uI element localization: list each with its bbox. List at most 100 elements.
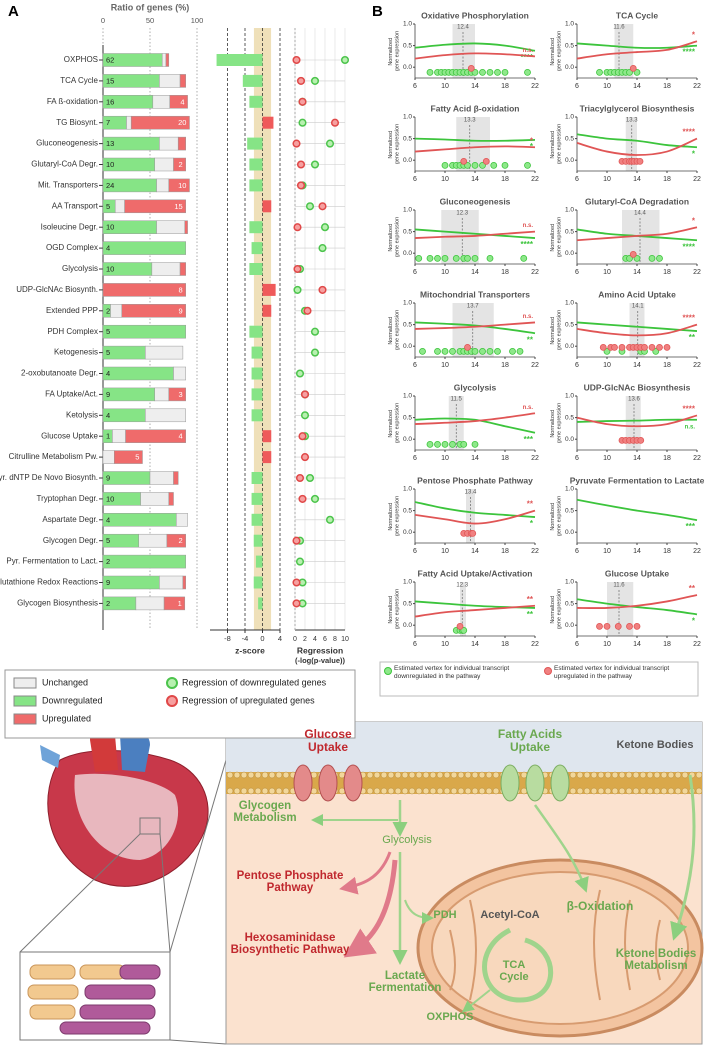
node-label: Ketone Bodies	[616, 740, 693, 751]
bar-segment	[102, 450, 115, 464]
membrane-bead	[240, 787, 248, 795]
y-tick-label: 0.5	[565, 600, 574, 607]
membrane-bead	[436, 787, 444, 795]
bar	[262, 304, 272, 317]
x-tick-label: 22	[693, 641, 701, 648]
bar	[262, 283, 276, 296]
category-label: Ketogenesis	[54, 348, 98, 357]
y-tick-label: 1.0	[565, 21, 574, 28]
bar	[251, 388, 263, 401]
y-tick-label: 0.0	[565, 250, 574, 257]
node-label: Acetyl-CoA	[480, 910, 539, 921]
x-tick-label: -8	[224, 634, 231, 643]
vertex-point	[516, 347, 524, 355]
membrane-bead	[576, 771, 584, 779]
plot-title: Pyruvate Fermentation to Lactate	[570, 475, 705, 485]
membrane-bead	[632, 787, 640, 795]
x-tick-label: 6	[413, 455, 417, 462]
legend-box	[379, 661, 699, 697]
vertex-label: 11.6	[613, 583, 625, 589]
membrane-bead	[457, 771, 465, 779]
membrane-bead	[450, 771, 458, 779]
fit-curve	[414, 501, 536, 518]
count-label: 2	[106, 306, 110, 315]
fit-curve	[414, 412, 536, 425]
node-label: β-Oxidation	[567, 900, 634, 912]
membrane-bead	[492, 787, 500, 795]
category-label: Glycolysis	[62, 264, 98, 273]
count-label: 4	[106, 244, 110, 253]
y-tick-label: 0.0	[565, 529, 574, 536]
vertex-label: 14.1	[632, 304, 644, 310]
node-label: Glucose Uptake	[304, 728, 352, 754]
membrane-bead	[240, 771, 248, 779]
x-tick-label: 4	[313, 636, 317, 643]
x-tick-label: 6	[323, 636, 327, 643]
dot	[310, 327, 320, 336]
y-tick-label: 1.0	[403, 207, 412, 214]
x-tick-label: 14	[471, 641, 479, 648]
y-tick-label: 1.0	[403, 300, 412, 307]
bar	[255, 555, 263, 568]
count-label: 4	[106, 411, 110, 420]
count-label: 15	[106, 76, 114, 85]
plot-title: Pentose Phosphate Pathway	[417, 475, 533, 485]
count-label: 1	[178, 599, 182, 608]
membrane-bead	[576, 787, 584, 795]
y-tick-label: 1.0	[403, 579, 412, 586]
membrane-bead	[373, 787, 381, 795]
significance-label: **	[527, 610, 534, 619]
membrane-bead	[632, 771, 640, 779]
bar-segment	[159, 74, 181, 88]
bar-segment	[173, 366, 186, 381]
vertex-point	[656, 343, 663, 351]
bar-segment	[159, 575, 184, 590]
count-label: 4	[106, 515, 110, 524]
membrane-bead	[681, 771, 689, 779]
plot-title: Gluconeogenesis	[440, 196, 511, 206]
bar-segment	[184, 220, 188, 234]
vertex-point	[434, 254, 441, 262]
y-tick-label: 0.0	[565, 64, 574, 71]
y-axis-label: Normalized gene expression	[388, 31, 401, 71]
bar-segment	[112, 429, 126, 443]
membrane-bead	[268, 771, 276, 779]
membrane-bead	[590, 787, 598, 795]
bar	[249, 263, 263, 275]
x-tick-label: 14	[471, 269, 479, 276]
bar-segment	[168, 387, 186, 402]
membrane-bead	[653, 787, 661, 795]
node-label: Fatty Acids Uptake	[497, 728, 563, 754]
membrane-bead	[646, 787, 654, 795]
category-label: Glycogen Degr.	[43, 536, 98, 545]
x-tick-label: 6	[413, 548, 417, 555]
dot	[292, 55, 301, 65]
bar-segment	[156, 220, 186, 234]
count-label: 9	[106, 473, 110, 482]
vertex-point	[501, 68, 509, 76]
dot	[318, 285, 327, 294]
x-tick-label: 18	[663, 83, 671, 90]
significance-label: **	[689, 333, 696, 342]
bar-segment	[135, 596, 165, 611]
fit-curve	[414, 230, 536, 239]
node-label: Glycogen Metabolism	[233, 800, 296, 824]
significance-label: *	[530, 136, 534, 145]
bar	[262, 116, 274, 129]
vertex-point	[469, 529, 477, 537]
count-label: 5	[106, 348, 110, 357]
legend-label: Estimated vertex for individual transcri…	[554, 665, 669, 680]
bar-segment	[182, 575, 186, 590]
bar-segment	[177, 136, 186, 151]
count-label: 9	[179, 306, 183, 315]
dot	[325, 139, 335, 148]
significance-label: *	[692, 617, 696, 626]
membrane-bead	[443, 787, 451, 795]
node-label: Lactate Fermentation	[369, 970, 442, 994]
x-tick-label: 6	[575, 362, 579, 369]
vertex-interval	[625, 396, 641, 450]
vertex-interval	[452, 303, 494, 357]
y-tick-label: 0.5	[565, 321, 574, 328]
membrane-bead	[443, 771, 451, 779]
vertex-label: 12.4	[457, 25, 469, 31]
